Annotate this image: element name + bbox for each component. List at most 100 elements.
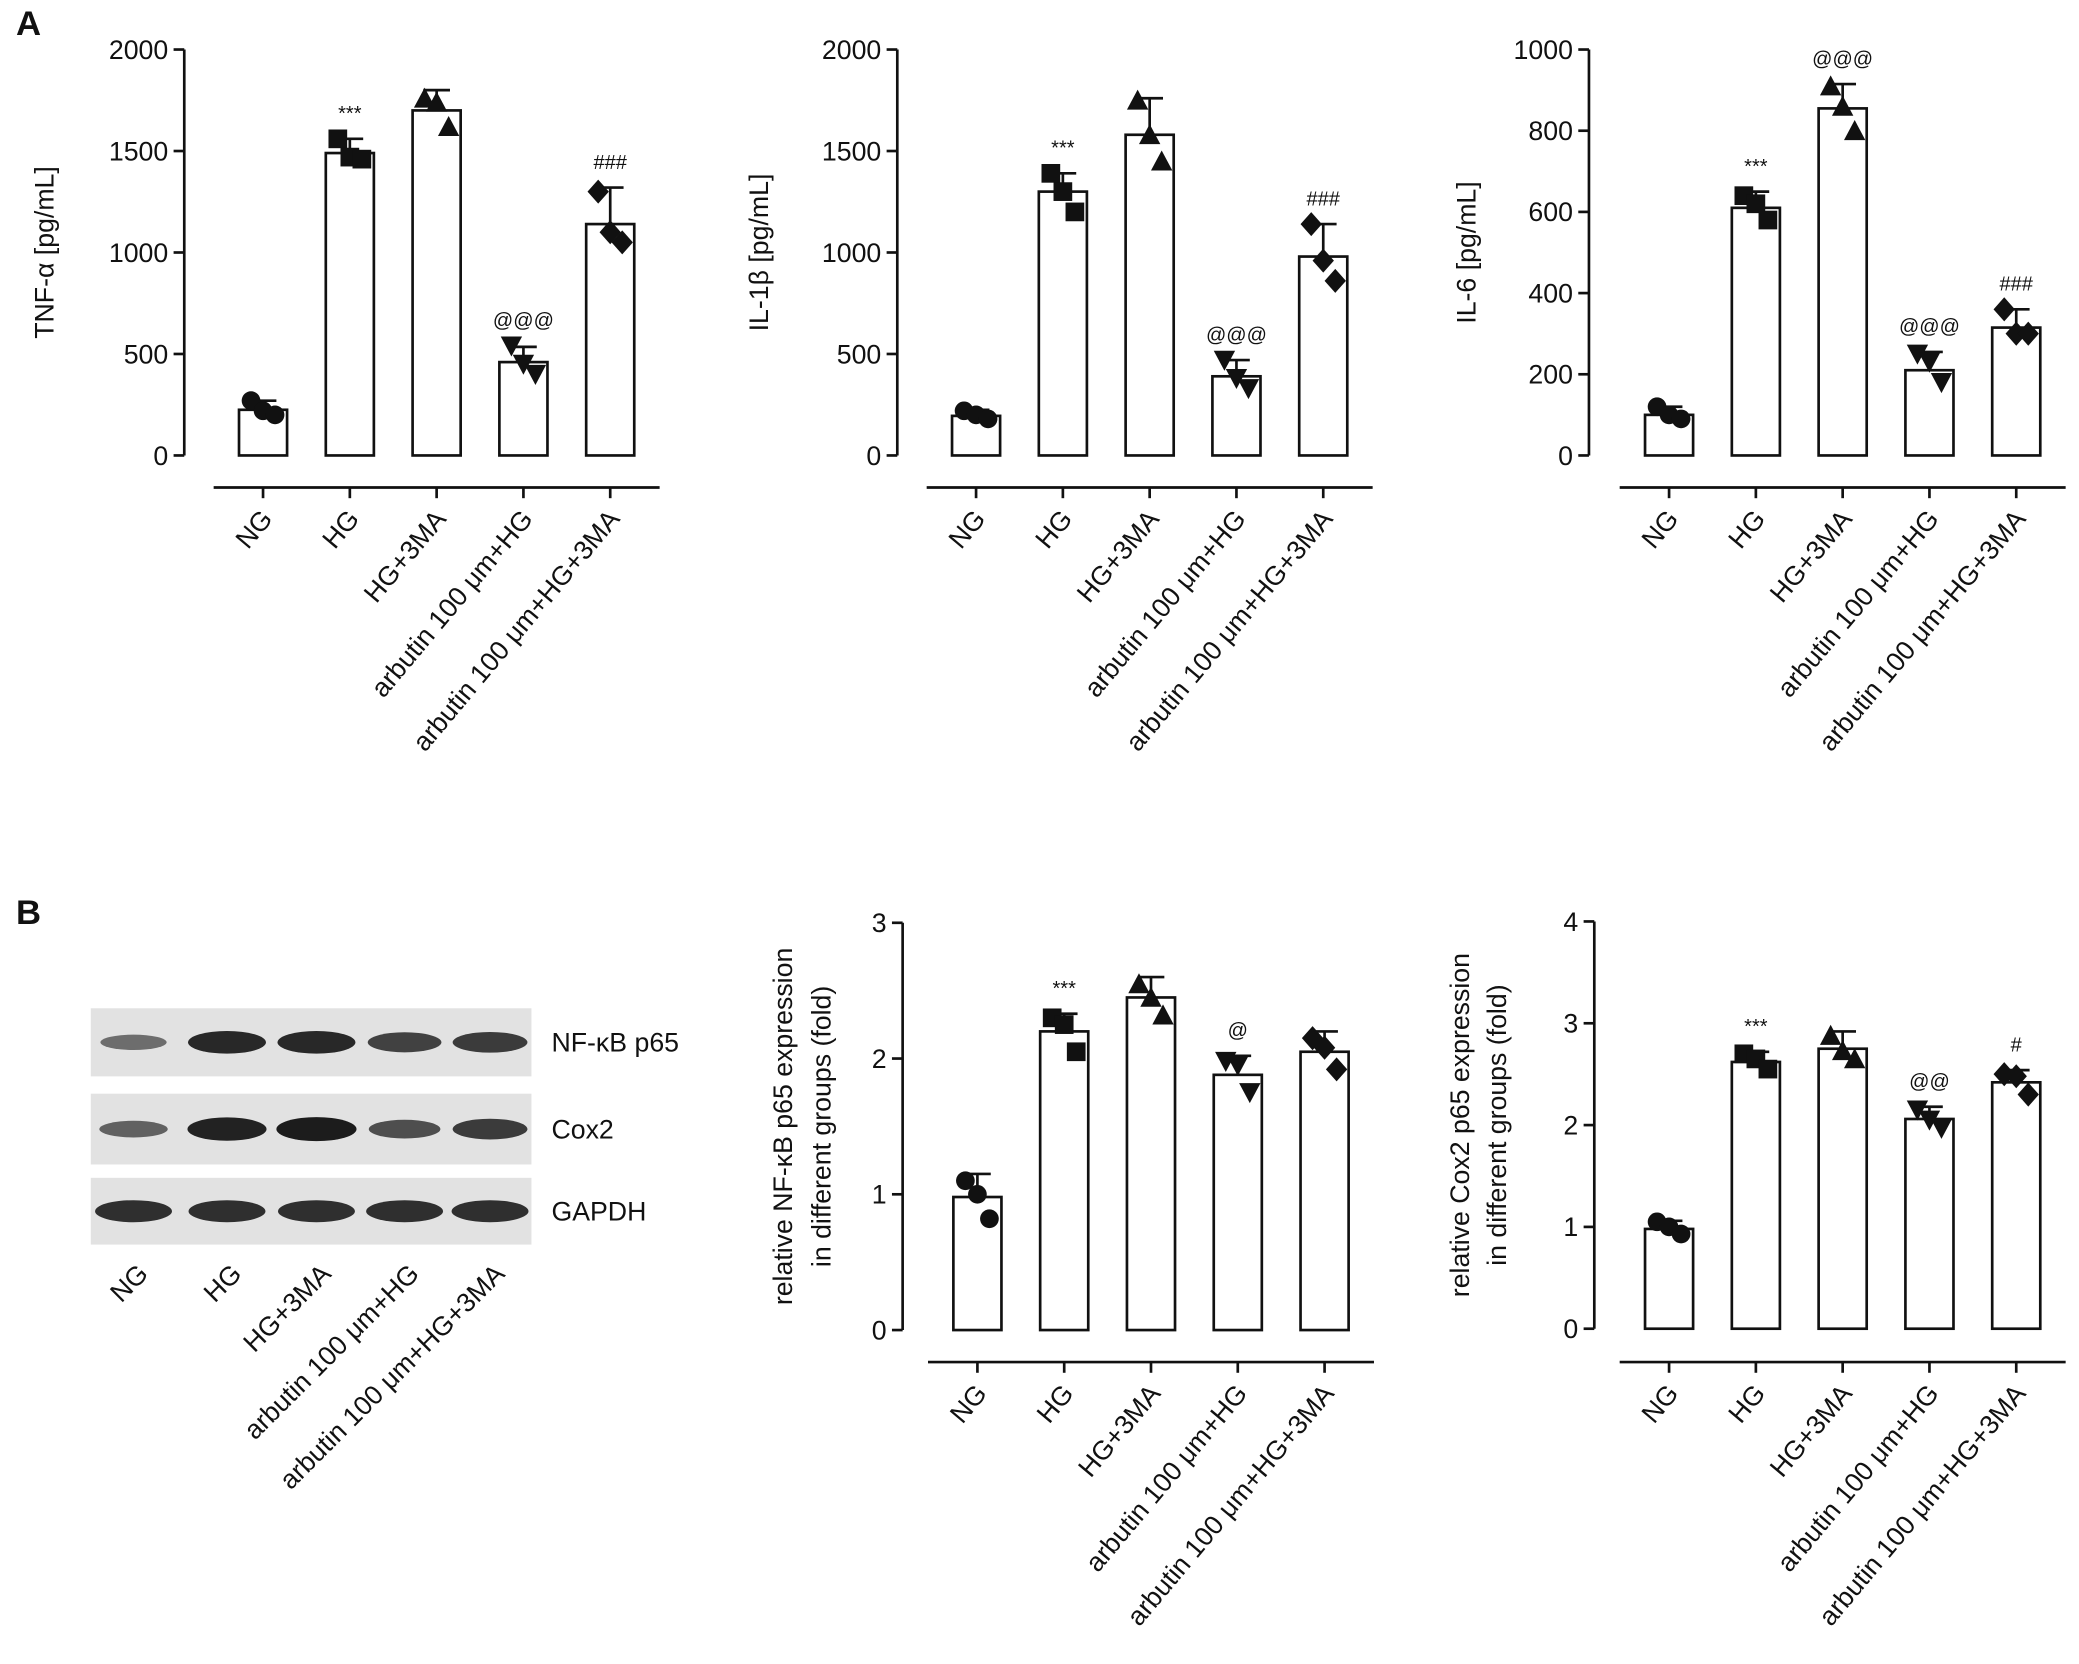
data-point [437, 115, 460, 137]
data-point [1930, 1118, 1953, 1139]
blot-band [452, 1118, 528, 1140]
y-tick-label: 2000 [109, 35, 168, 65]
y-axis-label: relative NF-κB p65 expression [768, 948, 798, 1305]
data-point [1906, 344, 1929, 365]
data-point [1758, 210, 1778, 230]
x-tick-label: HG+3MA [1072, 1379, 1166, 1483]
data-point [1225, 368, 1248, 390]
y-tick-label: 3 [872, 908, 887, 938]
bar [1297, 255, 1349, 457]
protein-label: GAPDH [551, 1197, 646, 1227]
significance: @@@ [1899, 316, 1960, 338]
data-point [1313, 1035, 1336, 1060]
y-tick-label: 1 [872, 1180, 887, 1210]
y-axis-label: in different groups (fold) [1482, 984, 1512, 1265]
significance: *** [1053, 978, 1077, 1000]
lane-label: HG [198, 1258, 248, 1308]
y-tick-label: 2 [1563, 1110, 1578, 1140]
y-axis-label: IL-6 [pg/mL] [1451, 181, 1481, 323]
data-point [1227, 1055, 1249, 1077]
data-point [524, 364, 547, 385]
y-tick-label: 600 [1528, 197, 1573, 227]
bar [1817, 107, 1869, 457]
x-tick-label: HG [1722, 504, 1771, 554]
data-point [1150, 150, 1173, 171]
significance: *** [1744, 156, 1768, 178]
panel-label: B [16, 894, 41, 932]
x-tick-label: arbutin 100 μm+HG [365, 504, 539, 703]
blot-band [452, 1031, 528, 1053]
data-point [1128, 973, 1150, 994]
data-point [1053, 182, 1073, 201]
data-point [1213, 350, 1236, 371]
data-point [1671, 409, 1691, 429]
bar [498, 360, 549, 457]
blot-band [100, 1034, 167, 1050]
lane-label: NG [104, 1258, 154, 1308]
bar [584, 222, 636, 457]
bar [1990, 1080, 2042, 1331]
data-point [1054, 1015, 1074, 1034]
blot-band [99, 1120, 168, 1138]
data-point [425, 91, 448, 112]
y-tick-label: 800 [1528, 116, 1573, 146]
blot-band [277, 1030, 356, 1054]
y-tick-label: 4 [1563, 907, 1578, 937]
y-tick-label: 0 [1558, 441, 1573, 471]
bar [1038, 1030, 1090, 1332]
data-point [2017, 1082, 2039, 1107]
blot-band [451, 1200, 529, 1223]
y-tick-label: 1000 [109, 238, 168, 268]
significance: # [2011, 1034, 2023, 1056]
y-tick-label: 1 [1563, 1212, 1578, 1242]
data-point [956, 1171, 975, 1191]
y-tick-label: 0 [153, 441, 168, 471]
panel-label: A [16, 5, 41, 43]
blot-band [367, 1032, 442, 1053]
bar [411, 109, 462, 457]
y-tick-label: 0 [866, 441, 881, 471]
x-tick-label: NG [230, 504, 279, 554]
y-axis-label: in different groups (fold) [807, 986, 837, 1267]
data-point [1819, 75, 1842, 96]
data-point [1041, 163, 1061, 183]
data-point [1831, 1040, 1854, 1061]
data-point [512, 354, 535, 375]
data-point [980, 1209, 999, 1229]
significance: @@ [1909, 1071, 1950, 1093]
y-tick-label: 0 [1563, 1314, 1578, 1344]
bar [1212, 1073, 1264, 1332]
significance: ### [2000, 274, 2034, 296]
y-tick-label: 3 [1563, 1009, 1578, 1039]
x-tick-label: HG [1722, 1379, 1771, 1429]
bar [1904, 1117, 1955, 1331]
y-tick-label: 500 [837, 339, 882, 369]
data-point [1065, 202, 1085, 222]
data-point [1140, 986, 1162, 1007]
y-tick-label: 0 [872, 1315, 887, 1345]
significance: ### [594, 152, 628, 174]
data-point [1325, 1057, 1348, 1082]
data-point [1138, 124, 1161, 145]
blot-band [188, 1030, 266, 1054]
blot-band [95, 1200, 172, 1223]
x-tick-label: HG+3MA [358, 504, 452, 608]
y-tick-label: 400 [1528, 278, 1573, 308]
y-axis-label: IL-1β [pg/mL] [744, 174, 774, 332]
bar [1124, 133, 1176, 457]
y-tick-label: 1500 [822, 136, 881, 166]
data-point [265, 405, 285, 425]
significance: @@@ [493, 310, 554, 332]
significance: *** [1744, 1016, 1768, 1038]
data-point [1758, 1059, 1778, 1079]
significance: *** [1051, 138, 1075, 160]
x-tick-label: HG [316, 504, 365, 554]
blot-band [276, 1117, 357, 1142]
data-point [1831, 95, 1854, 116]
data-point [1819, 1024, 1842, 1045]
data-point [1843, 1048, 1866, 1069]
y-tick-label: 200 [1528, 360, 1573, 390]
y-tick-label: 1000 [1514, 35, 1573, 65]
